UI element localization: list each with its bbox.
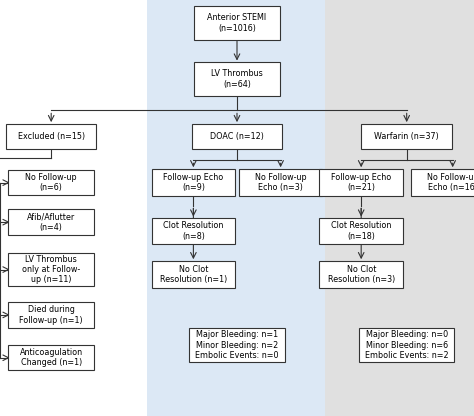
Text: Excluded (n=15): Excluded (n=15) [18, 132, 85, 141]
Text: Anterior STEMI
(n=1016): Anterior STEMI (n=1016) [208, 13, 266, 32]
Text: No Clot
Resolution (n=3): No Clot Resolution (n=3) [328, 265, 395, 284]
Text: Follow-up Echo
(n=9): Follow-up Echo (n=9) [163, 173, 224, 192]
FancyBboxPatch shape [411, 169, 474, 196]
Text: LV Thrombus
only at Follow-
up (n=11): LV Thrombus only at Follow- up (n=11) [22, 255, 80, 285]
Text: No Follow-up
Echo (n=16): No Follow-up Echo (n=16) [427, 173, 474, 192]
FancyBboxPatch shape [189, 329, 284, 362]
Text: No Follow-up
(n=6): No Follow-up (n=6) [26, 173, 77, 192]
FancyBboxPatch shape [152, 169, 235, 196]
Text: Follow-up Echo
(n=21): Follow-up Echo (n=21) [331, 173, 392, 192]
FancyBboxPatch shape [9, 253, 94, 286]
FancyBboxPatch shape [152, 261, 235, 288]
FancyBboxPatch shape [359, 329, 454, 362]
Text: Afib/Aflutter
(n=4): Afib/Aflutter (n=4) [27, 213, 75, 232]
Text: DOAC (n=12): DOAC (n=12) [210, 132, 264, 141]
Text: No Clot
Resolution (n=1): No Clot Resolution (n=1) [160, 265, 227, 284]
Text: Died during
Follow-up (n=1): Died during Follow-up (n=1) [19, 305, 83, 324]
FancyBboxPatch shape [239, 169, 322, 196]
FancyBboxPatch shape [319, 169, 403, 196]
FancyBboxPatch shape [194, 6, 280, 40]
Text: Clot Resolution
(n=8): Clot Resolution (n=8) [163, 221, 224, 240]
FancyBboxPatch shape [319, 218, 403, 244]
FancyBboxPatch shape [9, 345, 94, 370]
Text: Clot Resolution
(n=18): Clot Resolution (n=18) [331, 221, 392, 240]
Text: LV Thrombus
(n=64): LV Thrombus (n=64) [211, 69, 263, 89]
FancyBboxPatch shape [6, 124, 97, 149]
Text: Major Bleeding: n=0
Minor Bleeding: n=6
Embolic Events: n=2: Major Bleeding: n=0 Minor Bleeding: n=6 … [365, 330, 448, 360]
FancyBboxPatch shape [361, 124, 452, 149]
Bar [0, 0, 147, 416]
FancyBboxPatch shape [9, 209, 94, 235]
FancyBboxPatch shape [191, 124, 282, 149]
Text: Warfarin (n=37): Warfarin (n=37) [374, 132, 439, 141]
FancyBboxPatch shape [319, 261, 403, 288]
Bar [147, 0, 325, 416]
Text: Anticoagulation
Changed (n=1): Anticoagulation Changed (n=1) [19, 348, 83, 367]
Text: No Follow-up
Echo (n=3): No Follow-up Echo (n=3) [255, 173, 306, 192]
FancyBboxPatch shape [152, 218, 235, 244]
FancyBboxPatch shape [9, 170, 94, 195]
FancyBboxPatch shape [9, 302, 94, 328]
FancyBboxPatch shape [194, 62, 280, 96]
Text: Major Bleeding: n=1
Minor Bleeding: n=2
Embolic Events: n=0: Major Bleeding: n=1 Minor Bleeding: n=2 … [195, 330, 279, 360]
